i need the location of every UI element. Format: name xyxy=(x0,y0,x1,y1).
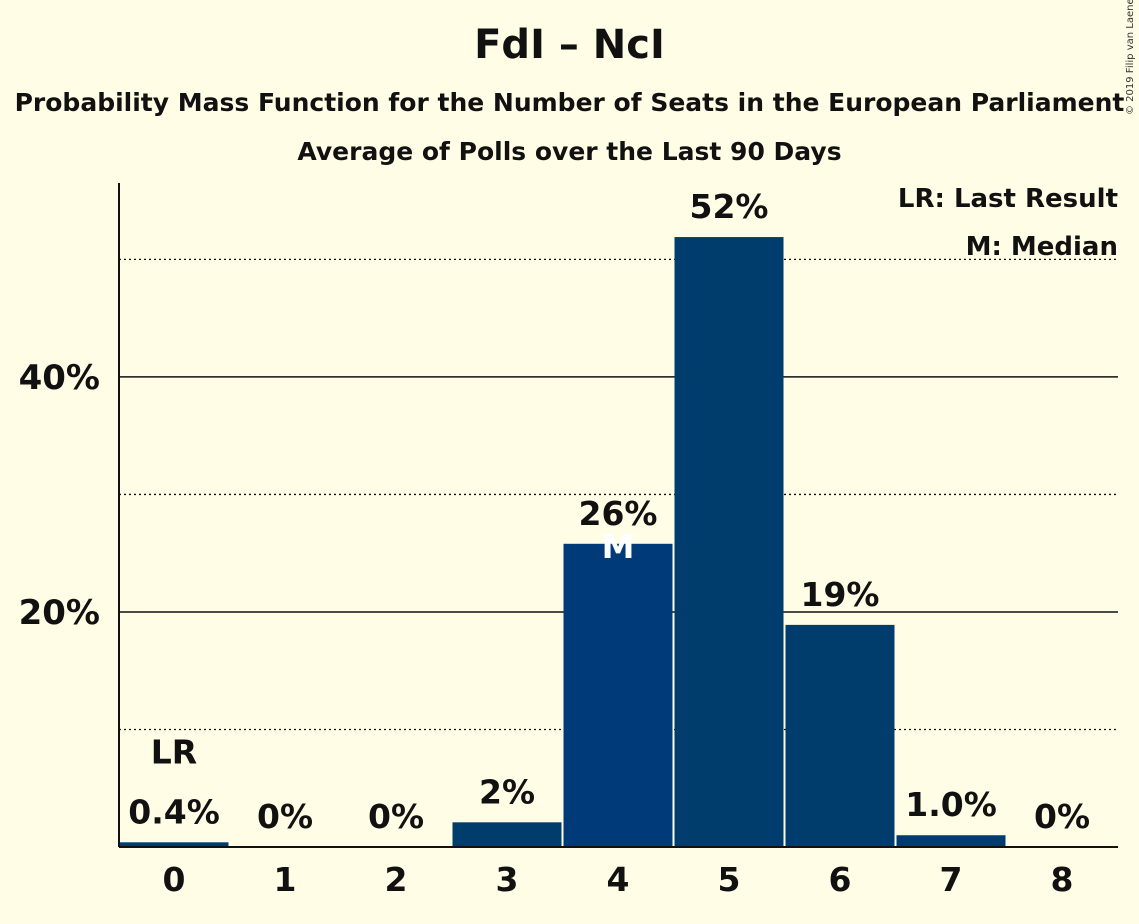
data-label: 19% xyxy=(801,575,880,614)
data-label: 0.4% xyxy=(128,792,220,831)
data-label: 0% xyxy=(1034,797,1090,836)
y-tick-label: 20% xyxy=(19,593,100,633)
last-result-marker: LR xyxy=(151,732,197,771)
legend-last-result: LR: Last Result xyxy=(897,184,1118,214)
chart-title: FdI – NcI xyxy=(474,22,665,68)
x-tick-label: 0 xyxy=(163,860,186,899)
x-tick-label: 4 xyxy=(607,860,630,899)
x-tick-label: 2 xyxy=(385,860,408,899)
x-tick-label: 6 xyxy=(829,860,852,899)
bar xyxy=(674,237,784,847)
data-label: 2% xyxy=(479,772,535,811)
bar xyxy=(119,842,229,847)
bar xyxy=(896,835,1006,847)
x-tick-label: 5 xyxy=(718,860,741,899)
data-label: 26% xyxy=(579,494,658,533)
legend-median: M: Median xyxy=(965,232,1118,262)
data-label: 52% xyxy=(690,187,769,226)
data-label: 0% xyxy=(257,797,313,836)
y-tick-label: 40% xyxy=(19,358,100,398)
bar xyxy=(563,543,673,847)
bar xyxy=(785,624,895,847)
x-tick-label: 8 xyxy=(1051,860,1074,899)
x-tick-label: 1 xyxy=(274,860,297,899)
x-tick-label: 3 xyxy=(496,860,519,899)
bar xyxy=(452,822,562,847)
median-marker: M xyxy=(602,527,635,566)
chart-subtitle-2: Average of Polls over the Last 90 Days xyxy=(297,137,842,166)
data-label: 1.0% xyxy=(905,785,997,824)
data-label: 0% xyxy=(368,797,424,836)
x-tick-label: 7 xyxy=(940,860,963,899)
chart-subtitle: Probability Mass Function for the Number… xyxy=(14,88,1125,117)
